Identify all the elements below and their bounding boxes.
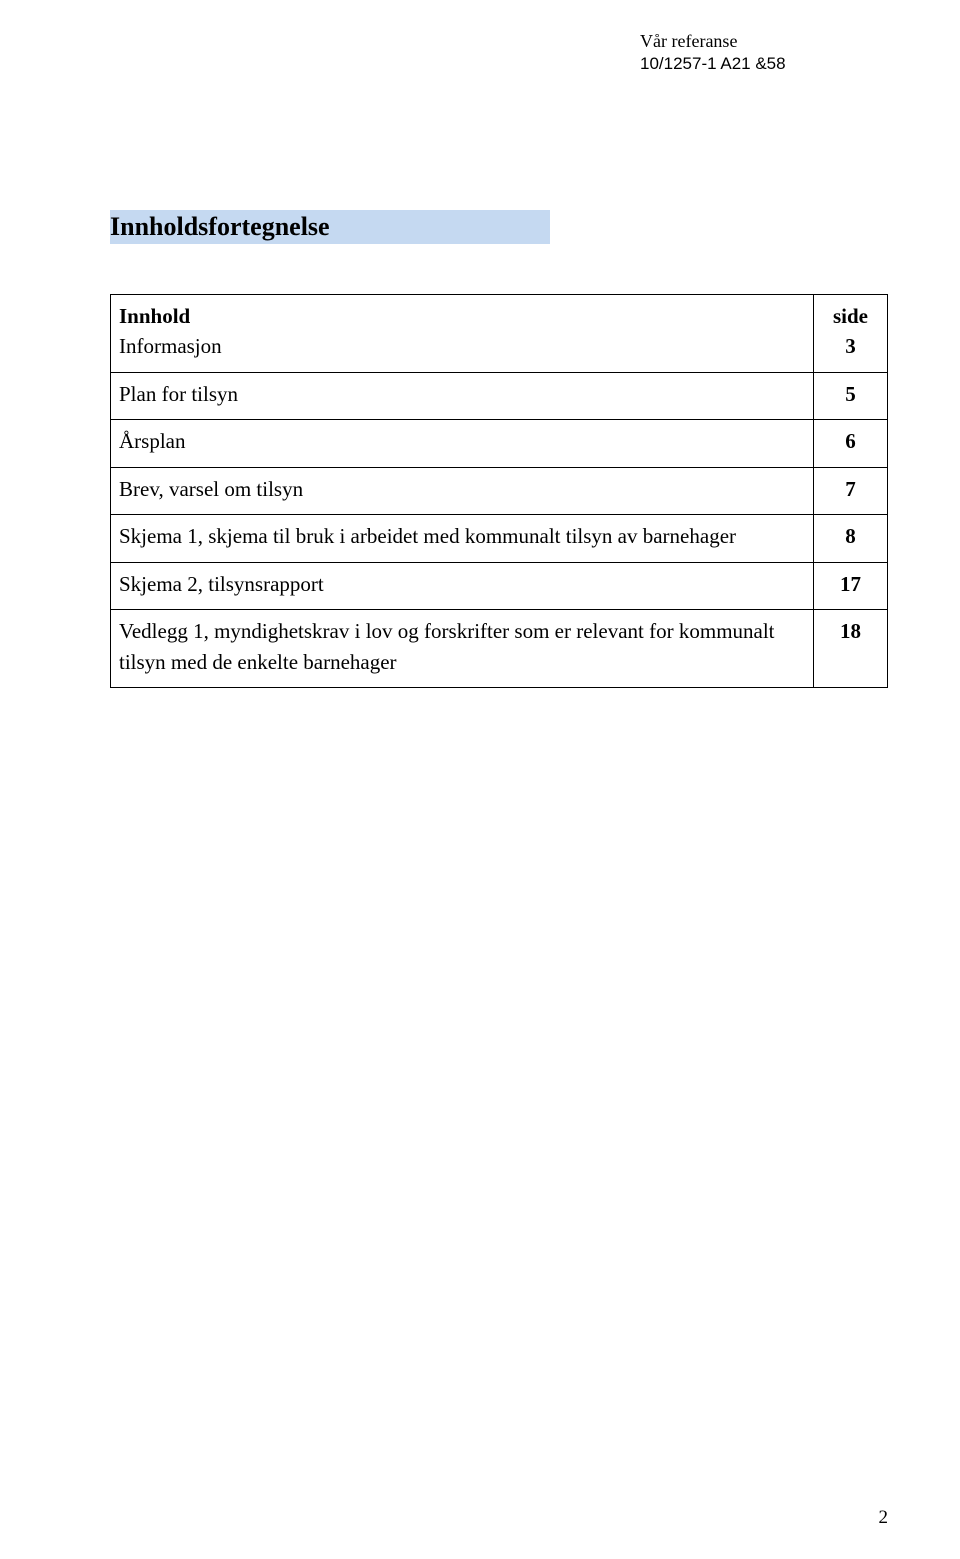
document-page: Vår referanse 10/1257-1 A21 &58 Innholds…	[0, 0, 960, 1559]
toc-header-cell: Innhold Informasjon	[111, 295, 814, 373]
toc-entry-text: Brev, varsel om tilsyn	[111, 467, 814, 514]
toc-entry-text: Vedlegg 1, myndighetskrav i lov og forsk…	[111, 610, 814, 688]
toc-entry-page: 3	[822, 331, 879, 361]
page-number: 2	[879, 1507, 889, 1529]
table-row: Brev, varsel om tilsyn 7	[111, 467, 888, 514]
table-row: Innhold Informasjon side 3	[111, 295, 888, 373]
toc-entry-text: Plan for tilsyn	[111, 372, 814, 419]
reference-label: Vår referanse	[640, 30, 786, 53]
toc-entry-page: 5	[814, 372, 888, 419]
table-row: Skjema 1, skjema til bruk i arbeidet med…	[111, 515, 888, 562]
reference-value: 10/1257-1 A21 &58	[640, 53, 786, 74]
toc-entry-page: 8	[814, 515, 888, 562]
toc-entry-page: 7	[814, 467, 888, 514]
table-row: Plan for tilsyn 5	[111, 372, 888, 419]
toc-table: Innhold Informasjon side 3 Plan for tils…	[110, 294, 888, 688]
toc-header-cell-side: side 3	[814, 295, 888, 373]
reference-block: Vår referanse 10/1257-1 A21 &58	[640, 30, 786, 74]
toc-entry-text: Skjema 2, tilsynsrapport	[111, 562, 814, 609]
table-row: Skjema 2, tilsynsrapport 17	[111, 562, 888, 609]
toc-header-right: side	[822, 301, 879, 331]
toc-entry-page: 6	[814, 420, 888, 467]
table-row: Vedlegg 1, myndighetskrav i lov og forsk…	[111, 610, 888, 688]
toc-entry-text: Årsplan	[111, 420, 814, 467]
section-heading: Innholdsfortegnelse	[110, 210, 550, 244]
toc-entry-text: Skjema 1, skjema til bruk i arbeidet med…	[111, 515, 814, 562]
toc-entry-page: 17	[814, 562, 888, 609]
toc-entry-page: 18	[814, 610, 888, 688]
toc-entry-text: Informasjon	[119, 331, 805, 361]
table-row: Årsplan 6	[111, 420, 888, 467]
toc-header-left: Innhold	[119, 301, 805, 331]
